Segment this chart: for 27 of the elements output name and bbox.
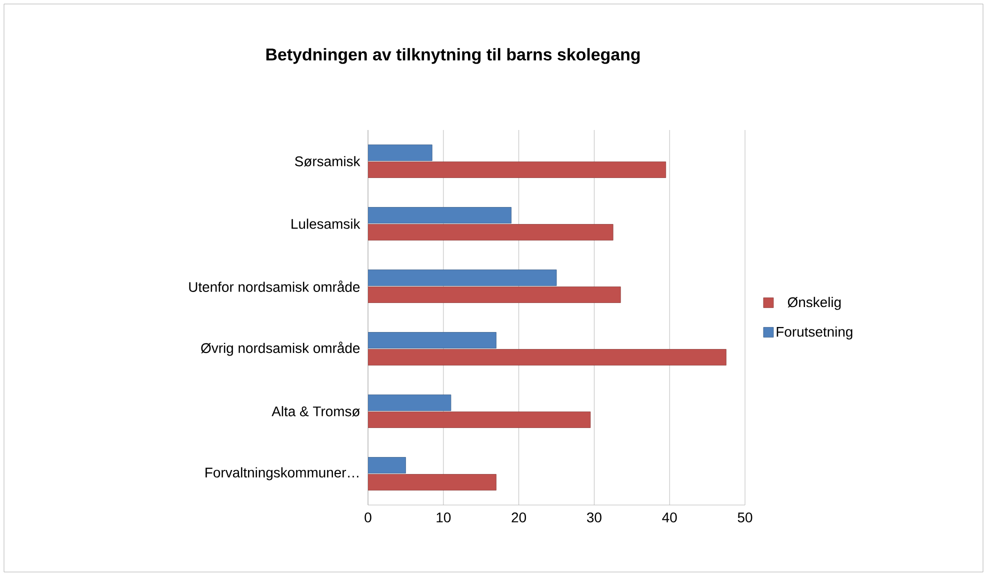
bar <box>368 144 432 161</box>
y-tick-label: Utenfor nordsamisk område <box>189 280 360 292</box>
x-tick-label: 50 <box>738 512 752 522</box>
bar <box>368 457 406 474</box>
y-tick-label: Forvaltningskommuner… <box>206 467 358 480</box>
y-tick-label: Lulesamsik <box>292 218 360 229</box>
bar <box>368 270 557 286</box>
bar <box>368 224 614 240</box>
x-tick-label: 10 <box>436 512 451 522</box>
bar <box>368 332 496 348</box>
bar <box>368 162 666 178</box>
bar <box>368 286 621 303</box>
y-tick-label: Alta & Tromsø <box>272 406 360 416</box>
bar <box>368 474 496 490</box>
chart-title: Betydningen av tilknytning til barns skolegang <box>266 48 640 64</box>
legend-label: Forutsetning <box>776 326 852 340</box>
bar <box>368 394 452 411</box>
bar <box>368 349 726 366</box>
legend-label: Ønskelig <box>788 296 841 310</box>
bar <box>368 207 512 224</box>
x-tick-label: 30 <box>586 512 602 522</box>
x-tick-label: 20 <box>512 512 526 522</box>
bar <box>368 412 591 428</box>
x-tick-label: 40 <box>662 512 677 522</box>
y-tick-label: Øvrig nordsamisk område <box>201 342 360 356</box>
y-tick-label: Sørsamisk <box>295 156 360 166</box>
x-tick-label: 0 <box>364 512 372 522</box>
